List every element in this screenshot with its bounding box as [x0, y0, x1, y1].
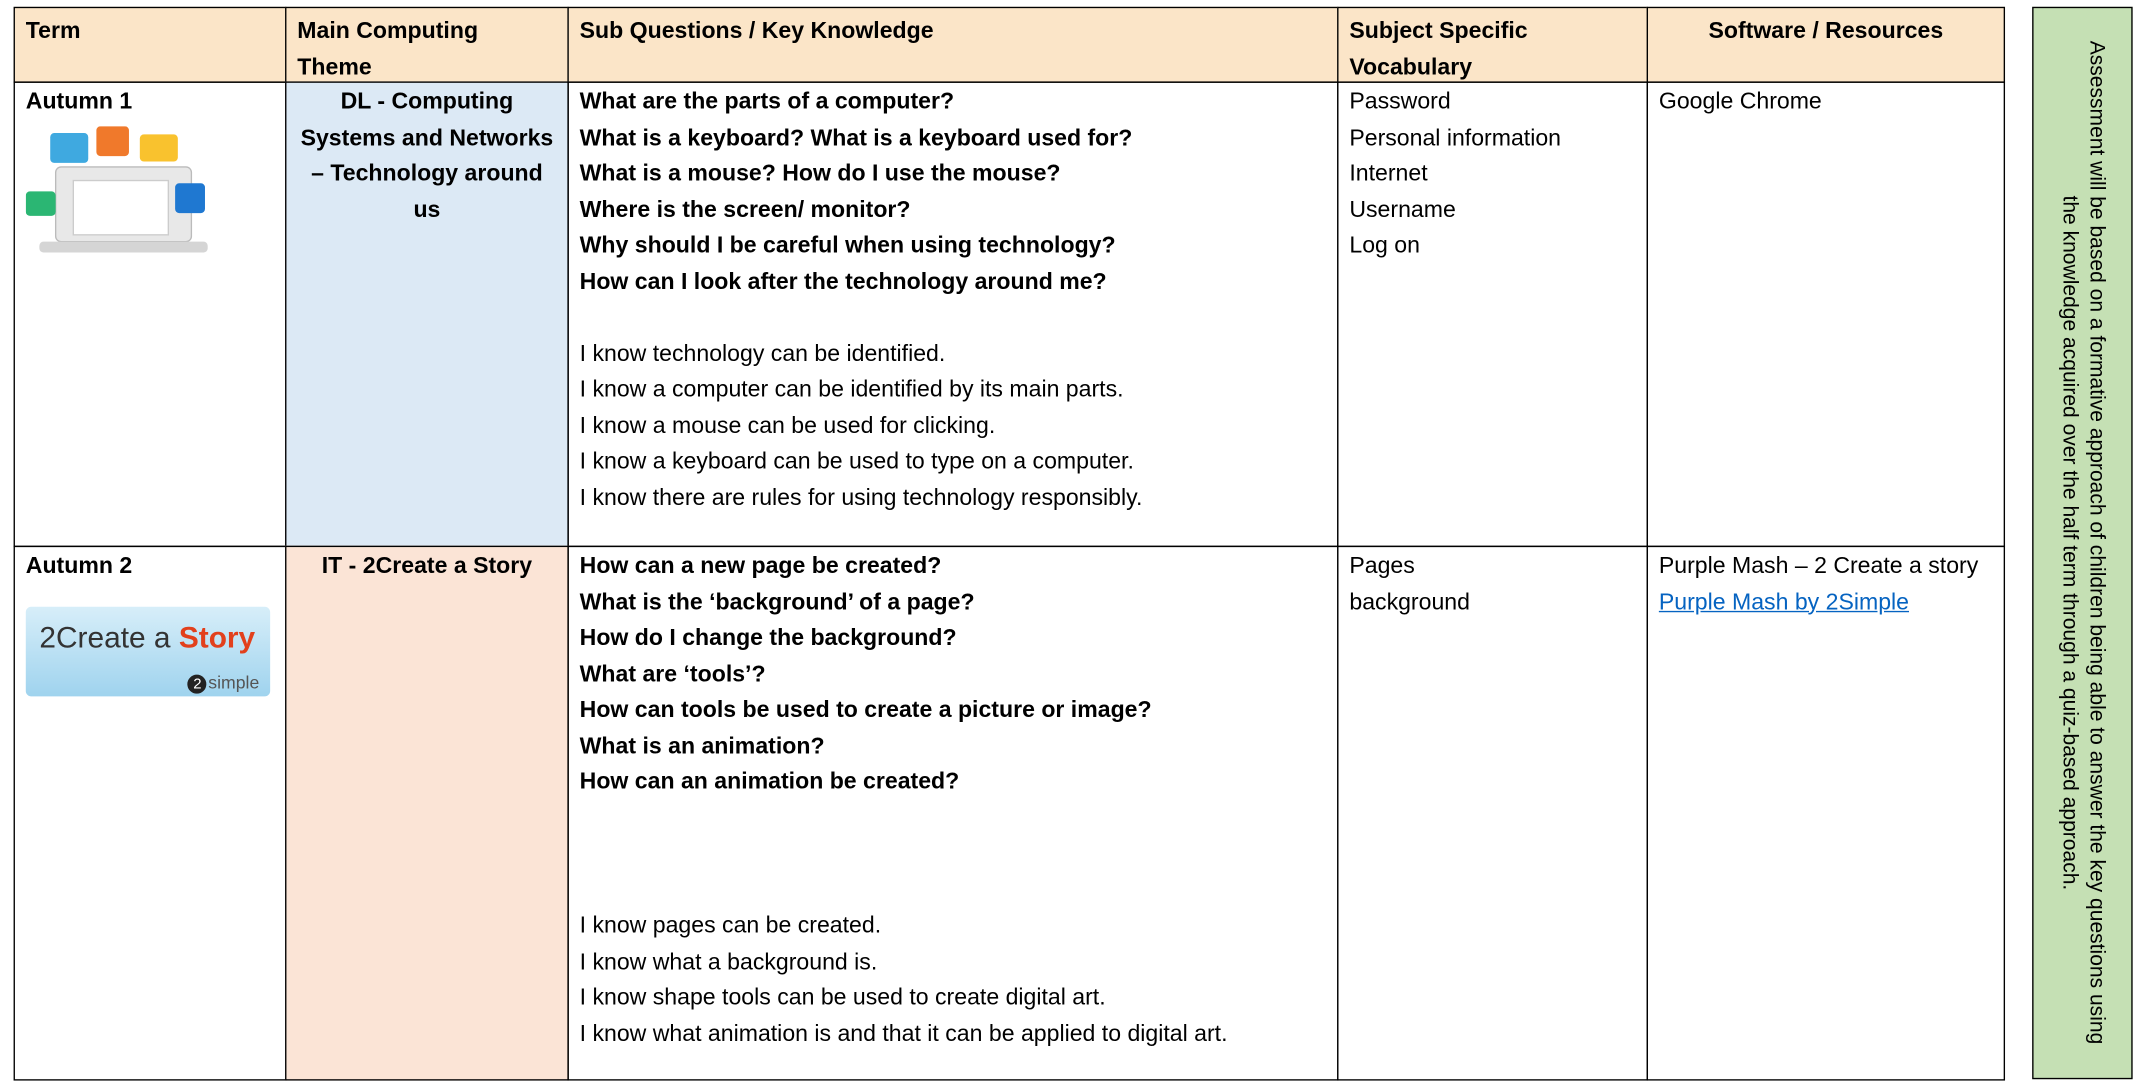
question: What are the parts of a computer? [579, 88, 955, 115]
header-text: Sub Questions / Key Knowledge [579, 17, 934, 44]
header-cell: Main Computing Theme [285, 6, 569, 83]
vocabulary-item: Username [1349, 196, 1456, 222]
question: What is the ‘background’ of a page? [579, 588, 975, 615]
question: What is a keyboard? What is a keyboard u… [579, 124, 1133, 151]
header-cell: Software / Resources [1646, 6, 2006, 83]
logo-text-main: 2Create a [39, 619, 179, 654]
question: How can an animation be created? [579, 768, 960, 795]
software: Google Chrome [1659, 84, 1993, 120]
vocabulary-cell: Pages background [1337, 545, 1649, 1081]
knowledge-item: I know what animation is and that it can… [579, 1020, 1228, 1046]
software-name: Google Chrome [1658, 88, 1822, 115]
vocabulary-item: Log on [1349, 232, 1420, 258]
theme-cell: DL - Computing Systems and Networks – Te… [285, 81, 569, 548]
vocabulary-item: background [1349, 588, 1470, 615]
knowledge-item: I know pages can be created. [579, 912, 882, 939]
software: Purple Mash – 2 Create a story Purple Ma… [1659, 548, 1993, 620]
knowledge-item: I know there are rules for using technol… [579, 483, 1143, 510]
question: How can I look after the technology arou… [579, 268, 1107, 294]
vocabulary-item: Pages [1349, 552, 1415, 579]
term-cell: Autumn 2 2Create a Story 2 simple [13, 545, 287, 1081]
logo: 2Create a Story 2 simple [25, 606, 271, 696]
header-cell: Subject Specific Vocabulary [1337, 6, 1649, 83]
term: Autumn 2 [25, 552, 133, 579]
knowledge: I know technology can be identified. I kn… [580, 336, 1327, 516]
question: Why should I be careful when using techn… [579, 232, 1116, 258]
logo-text: 2Create a Story [39, 620, 255, 656]
logo-badge: 2 [187, 673, 207, 694]
knowledge-item: I know a mouse can be used for clicking. [579, 412, 996, 438]
logo-brand: 2 simple [187, 671, 260, 694]
software-name: Purple Mash – 2 Create a story [1658, 552, 1979, 579]
question: What is an animation? [579, 732, 825, 759]
header-cell: Sub Questions / Key Knowledge [567, 6, 1339, 83]
header-text: Main Computing Theme [297, 17, 479, 80]
question: How can tools be used to create a pictur… [579, 696, 1152, 723]
knowledge-item: I know technology can be identified. [579, 340, 946, 366]
term-cell: Autumn 1 [13, 81, 287, 548]
vocabulary-item: Personal information [1349, 124, 1562, 151]
knowledge-item: I know what a background is. [579, 948, 878, 975]
vocabulary-cell: Password Personal information Internet User… [1337, 81, 1649, 548]
header-text: Software / Resources [1708, 17, 1944, 44]
theme: DL - Computing Systems and Networks – Te… [300, 88, 554, 222]
question: Where is the screen/ monitor? [579, 196, 911, 222]
question: How can a new page be created? [579, 552, 942, 579]
software-cell: Google Chrome [1646, 81, 2006, 548]
questions-cell: How can a new page be created? What is th… [567, 545, 1339, 1081]
software-cell: Purple Mash – 2 Create a story Purple Ma… [1646, 545, 2006, 1081]
header-text: Subject Specific Vocabulary [1349, 17, 1528, 80]
theme-cell: IT - 2Create a Story [285, 545, 569, 1081]
vocabulary-item: Password [1349, 88, 1451, 115]
question: How do I change the background? [579, 624, 957, 651]
knowledge: I know pages can be created. I know what … [580, 908, 1327, 1052]
knowledge-item: I know a keyboard can be used to type on… [579, 447, 1134, 474]
knowledge-item: I know shape tools can be used to create… [579, 984, 1106, 1010]
assessment-text: Assessment will be based on a formative … [2057, 41, 2109, 1045]
assessment-cell: Assessment will be based on a formative … [2032, 6, 2133, 1080]
header-text: Term [25, 17, 81, 44]
logo-highlight: Story [178, 619, 256, 654]
resource-link[interactable]: Purple Mash by 2Simple [1658, 588, 1910, 615]
vocabulary-item: Internet [1349, 160, 1428, 186]
question: What is a mouse? How do I use the mouse? [579, 160, 1061, 186]
header-cell: Term [13, 6, 287, 83]
knowledge-item: I know a computer can be identified by i… [579, 376, 1124, 402]
term: Autumn 1 [25, 88, 133, 115]
questions-cell: What are the parts of a computer? What is… [567, 81, 1339, 548]
theme: IT - 2Create a Story [321, 552, 533, 579]
logo-brand-name: simple [208, 671, 260, 692]
laptop-icon [25, 125, 208, 252]
question: What are ‘tools’? [579, 660, 766, 687]
